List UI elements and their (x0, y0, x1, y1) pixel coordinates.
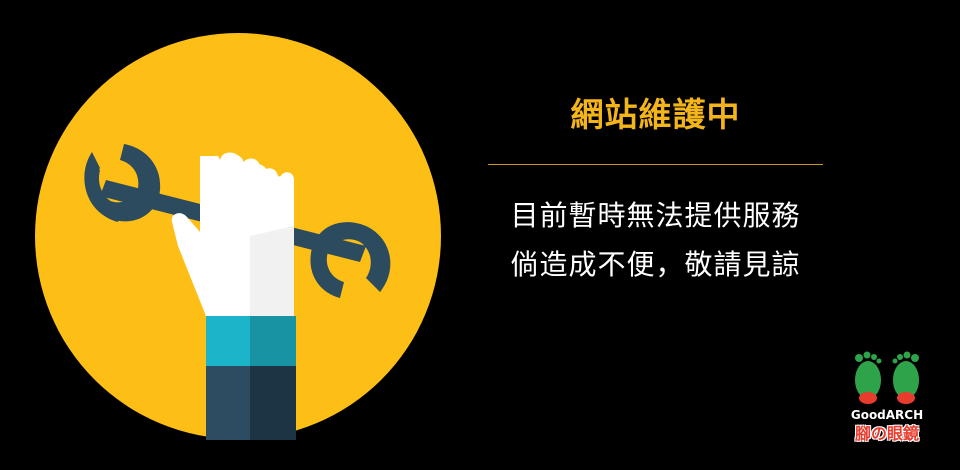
brand-tagline: 腳の眼鏡 (854, 424, 919, 443)
hand-finger-2 (222, 154, 244, 228)
right-footprint-icon (892, 351, 919, 404)
maintenance-notice: 目前暫時無法提供服務 倘造成不便，敬請見諒 (488, 191, 823, 289)
title-divider (488, 164, 823, 165)
hand-shadow (250, 226, 294, 316)
notice-line-1: 目前暫時無法提供服務 (510, 199, 801, 232)
footprint-logo-icon (855, 351, 919, 404)
left-footprint-icon (855, 351, 882, 404)
hand-finger-1 (200, 156, 220, 226)
hand-finger-3 (246, 164, 268, 230)
sleeve-left (206, 366, 252, 440)
sleeve-right (250, 366, 296, 440)
page-title: 網站維護中 (570, 95, 741, 134)
notice-line-2: 倘造成不便，敬請見諒 (510, 248, 801, 281)
maintenance-message: 網站維護中 目前暫時無法提供服務 倘造成不便，敬請見諒 (488, 88, 823, 289)
wrench-hand-icon (35, 33, 441, 440)
hand-finger-4 (270, 176, 294, 236)
hand-icon (171, 152, 294, 316)
cuff-right (250, 316, 296, 368)
brand-name: GoodARCH (850, 408, 924, 422)
cuff-left (206, 316, 252, 368)
